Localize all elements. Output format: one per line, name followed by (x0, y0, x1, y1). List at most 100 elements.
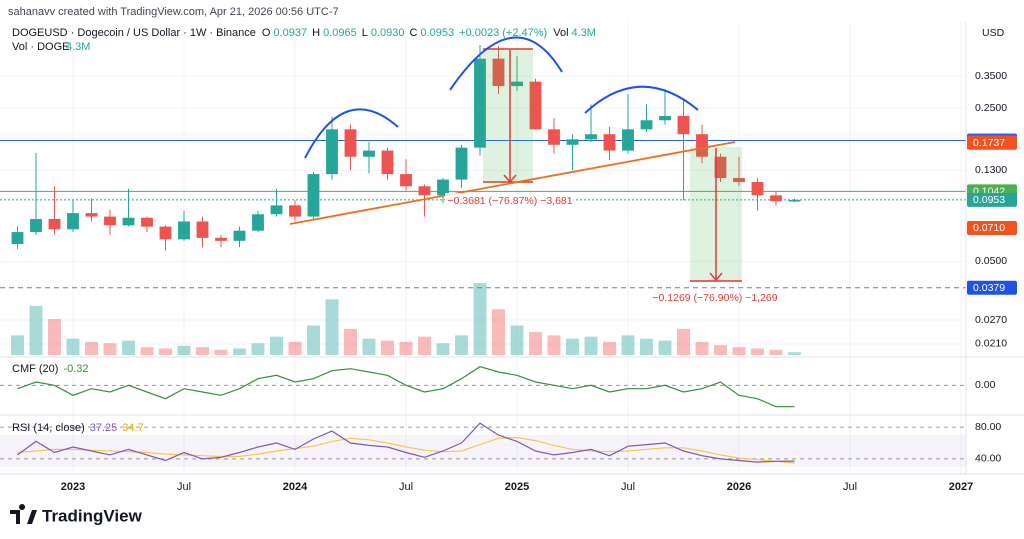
volume-bar (381, 340, 394, 355)
candle-body (696, 134, 708, 157)
legend-text: Vol (553, 27, 568, 39)
y-tick-label: 80.00 (975, 421, 1001, 433)
arrow-head (709, 272, 723, 282)
candle-body (400, 174, 412, 187)
measure-box (483, 48, 533, 183)
volume-bar (492, 309, 505, 355)
candle-body (566, 139, 579, 145)
legend-text: 4.3M (572, 27, 596, 39)
label-bg (650, 290, 780, 306)
price-badge (967, 280, 1017, 295)
pane-legend: CMF (20) (12, 363, 58, 375)
y-tick-label: 0.0210 (975, 338, 1007, 350)
volume-bar (621, 335, 635, 355)
pane-legend: 34.7 (122, 422, 143, 434)
volume-bar (399, 341, 413, 355)
volume-bar (658, 340, 672, 355)
candle-body (492, 58, 505, 87)
volume-bar (103, 343, 117, 355)
volume-bar (751, 348, 764, 355)
pattern-arc (449, 36, 563, 91)
label-bg (445, 193, 575, 209)
price-badge-label: 0.1737 (973, 137, 1005, 149)
volume-bar (122, 340, 135, 355)
volume-bar (85, 341, 98, 355)
volume-bar (547, 335, 561, 355)
plot-area: 2023 Jul 2024 Jul 2025 Jul 2026 Jul 2027 (0, 22, 973, 493)
y-tick-label: 0.2500 (975, 102, 1007, 114)
candle-body (252, 214, 264, 231)
logo-mark (10, 504, 37, 524)
candle-body (233, 230, 246, 241)
candle-body (603, 134, 616, 151)
x-tick-label: 2025 (505, 481, 529, 493)
candle-body (344, 129, 357, 157)
arrow-head (503, 174, 517, 184)
x-tick-label: Jul (843, 481, 857, 493)
x-tick-label: Jul (621, 481, 635, 493)
volume-bar (325, 299, 339, 355)
volume-bar (177, 345, 191, 355)
legend-text: H (312, 27, 320, 39)
candle-body (11, 232, 24, 244)
candle-body (474, 58, 486, 148)
candle-body (289, 205, 301, 217)
candle-body (418, 186, 431, 196)
volume-bar (473, 283, 487, 355)
x-tick-label: Jul (399, 481, 413, 493)
volume-bar (344, 328, 357, 355)
candle-body (677, 116, 690, 135)
candle-body (104, 216, 116, 226)
vol-pane-label: Vol · DOGE (12, 41, 69, 53)
y-tick-label: 0.0500 (975, 255, 1007, 267)
candle-body (178, 221, 190, 240)
volume-bar (66, 338, 80, 355)
measure-label: −0.1269 (−76.90%) −1,269 (652, 292, 777, 304)
candle-body (733, 177, 745, 183)
volume-bar (214, 349, 228, 355)
legend-text: C (410, 27, 418, 39)
x-tick-label: 2026 (727, 481, 751, 493)
trend-line (289, 141, 736, 225)
volume-bar (196, 347, 209, 355)
volume-bar (307, 325, 320, 355)
legend-text: O (262, 27, 271, 39)
cmf-line (17, 366, 795, 408)
legend-text: 0.0953 (420, 27, 454, 39)
x-tick-label: Jul (177, 481, 191, 493)
y-tick-label: 0.00 (975, 379, 996, 391)
candle-body (529, 81, 542, 130)
volume-bar (233, 348, 246, 355)
volume-bar (251, 343, 265, 355)
volume-bar (140, 347, 154, 355)
axes: 0.3500 0.2500 0.1300 0.0500 0.0270 0.0210 0.17… (12, 70, 1017, 465)
measure-label: −0.3681 (−76.87%) −3,681 (447, 195, 572, 207)
legend-text: 0.0965 (323, 27, 357, 39)
rsi-line (17, 436, 795, 464)
volume-bar (640, 338, 653, 355)
candle-body (548, 129, 560, 145)
candle-body (714, 156, 727, 178)
volume-bar (11, 335, 24, 355)
candle-body (363, 150, 375, 157)
candle-body (381, 150, 394, 175)
volume-bar (510, 325, 524, 355)
x-tick-label: 2024 (283, 481, 308, 493)
pane-legend: -0.32 (63, 363, 88, 375)
legend: DOGEUSD · Dogecoin / US Dollar · 1W · Bi… (12, 27, 596, 53)
candle-body (640, 120, 653, 130)
candle-body (159, 226, 172, 240)
credit: sahanavv created with TradingView.com, A… (8, 6, 339, 18)
legend-text: 0.0937 (273, 27, 307, 39)
candle-body (85, 213, 98, 217)
legend-text: 0.0930 (371, 27, 405, 39)
volume-bar (48, 319, 61, 355)
candle-body (437, 179, 449, 196)
volume-bar (584, 336, 598, 355)
y-tick-label: 0.3500 (975, 70, 1007, 82)
price-badge-label: 0.0379 (973, 282, 1005, 294)
legend-text: +0.0023 (+2.47%) (459, 27, 547, 39)
price-badge-label: 0.0953 (973, 194, 1005, 206)
